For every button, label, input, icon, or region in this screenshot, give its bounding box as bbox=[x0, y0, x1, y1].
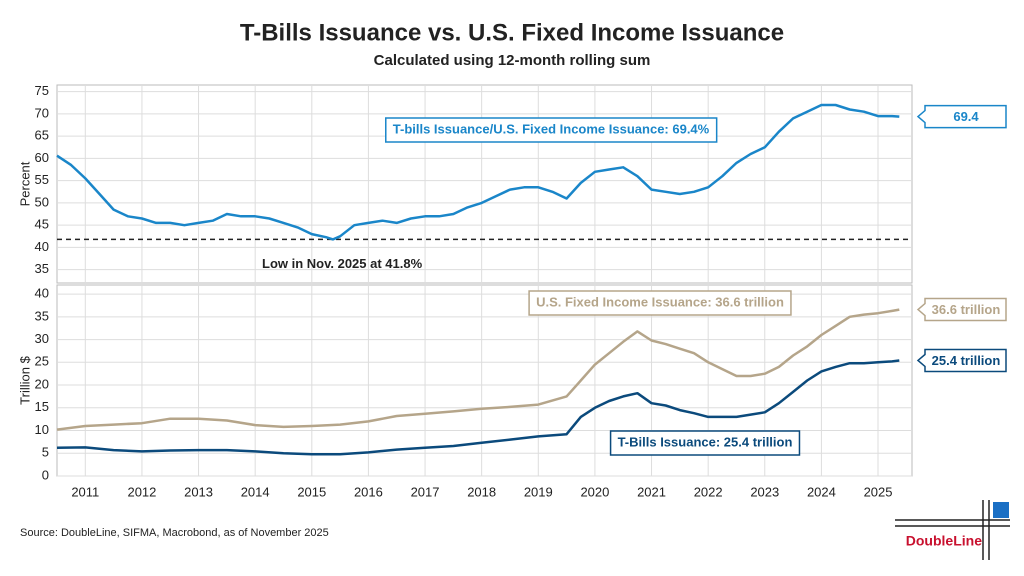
end-label-text: 36.6 trillion bbox=[932, 302, 1001, 317]
x-tick-label: 2018 bbox=[467, 484, 496, 499]
series-name: U.S. Fixed Income Issuance: 36.6 trillio… bbox=[536, 294, 784, 309]
series-line bbox=[56, 103, 900, 241]
series-name: T-Bills Issuance: 25.4 trillion bbox=[618, 434, 793, 449]
y-tick-label: 15 bbox=[35, 399, 49, 414]
y-tick-label: 75 bbox=[35, 83, 49, 98]
chart-title: T-Bills Issuance vs. U.S. Fixed Income I… bbox=[240, 19, 784, 46]
end-label-text: 25.4 trillion bbox=[932, 353, 1001, 368]
series-line bbox=[56, 359, 900, 456]
x-tick-label: 2019 bbox=[524, 484, 553, 499]
x-tick-label: 2021 bbox=[637, 484, 666, 499]
end-label-box bbox=[916, 297, 1007, 322]
x-tick-label: 2015 bbox=[297, 484, 326, 499]
y-tick-label: 20 bbox=[35, 376, 49, 391]
x-tick-label: 2024 bbox=[807, 484, 836, 499]
x-tick-label: 2014 bbox=[241, 484, 270, 499]
reference-label: Low in Nov. 2025 at 41.8% bbox=[262, 256, 423, 271]
series-label: T-Bills Issuance: 25.4 trillion bbox=[609, 430, 801, 456]
y-tick-label: 30 bbox=[35, 331, 49, 346]
end-label-box bbox=[916, 104, 1007, 129]
label-box bbox=[528, 290, 792, 316]
y-tick-label: 35 bbox=[35, 261, 49, 276]
chart-subtitle: Calculated using 12-month rolling sum bbox=[374, 52, 651, 69]
x-tick-label: 2013 bbox=[184, 484, 213, 499]
brand: DoubleLine bbox=[906, 533, 982, 549]
x-tick-label: 2016 bbox=[354, 484, 383, 499]
end-label: 25.4 trillion bbox=[916, 348, 1007, 373]
x-tick-label: 2017 bbox=[411, 484, 440, 499]
end-label-text: 69.4 bbox=[953, 109, 979, 124]
series-label: U.S. Fixed Income Issuance: 36.6 trillio… bbox=[528, 290, 792, 316]
series-line bbox=[56, 308, 900, 431]
end-label: 69.4 bbox=[916, 104, 1007, 129]
y-axis-title: Trillion $ bbox=[17, 355, 32, 404]
x-tick-label: 2023 bbox=[750, 484, 779, 499]
x-tick-label: 2025 bbox=[864, 484, 893, 499]
logo-square bbox=[993, 502, 1009, 518]
x-tick-label: 2020 bbox=[580, 484, 609, 499]
end-label: 36.6 trillion bbox=[916, 297, 1007, 322]
y-tick-label: 0 bbox=[42, 467, 49, 482]
series-label: T-bills Issuance/U.S. Fixed Income Issua… bbox=[385, 117, 718, 143]
logo: DoubleLine bbox=[895, 500, 1010, 560]
y-tick-label: 70 bbox=[35, 105, 49, 120]
x-tick-label: 2012 bbox=[127, 484, 156, 499]
y-tick-label: 35 bbox=[35, 308, 49, 323]
end-label-box bbox=[916, 348, 1007, 373]
y-tick-label: 40 bbox=[35, 286, 49, 301]
y-tick-label: 50 bbox=[35, 194, 49, 209]
y-tick-label: 55 bbox=[35, 172, 49, 187]
source-note: Source: DoubleLine, SIFMA, Macrobond, as… bbox=[20, 527, 329, 539]
x-tick-label: 2011 bbox=[71, 484, 99, 499]
label-box bbox=[609, 430, 801, 456]
x-tick-label: 2022 bbox=[694, 484, 723, 499]
y-axis-title: Percent bbox=[17, 161, 32, 206]
y-tick-label: 5 bbox=[42, 445, 49, 460]
label-box bbox=[385, 117, 718, 143]
y-tick-label: 10 bbox=[35, 422, 49, 437]
y-tick-label: 60 bbox=[35, 150, 49, 165]
y-tick-label: 40 bbox=[35, 239, 49, 254]
plot-area bbox=[56, 84, 913, 284]
series-name: T-bills Issuance/U.S. Fixed Income Issua… bbox=[393, 121, 710, 136]
y-tick-label: 65 bbox=[35, 128, 49, 143]
y-tick-label: 45 bbox=[35, 217, 49, 232]
y-tick-label: 25 bbox=[35, 354, 49, 369]
